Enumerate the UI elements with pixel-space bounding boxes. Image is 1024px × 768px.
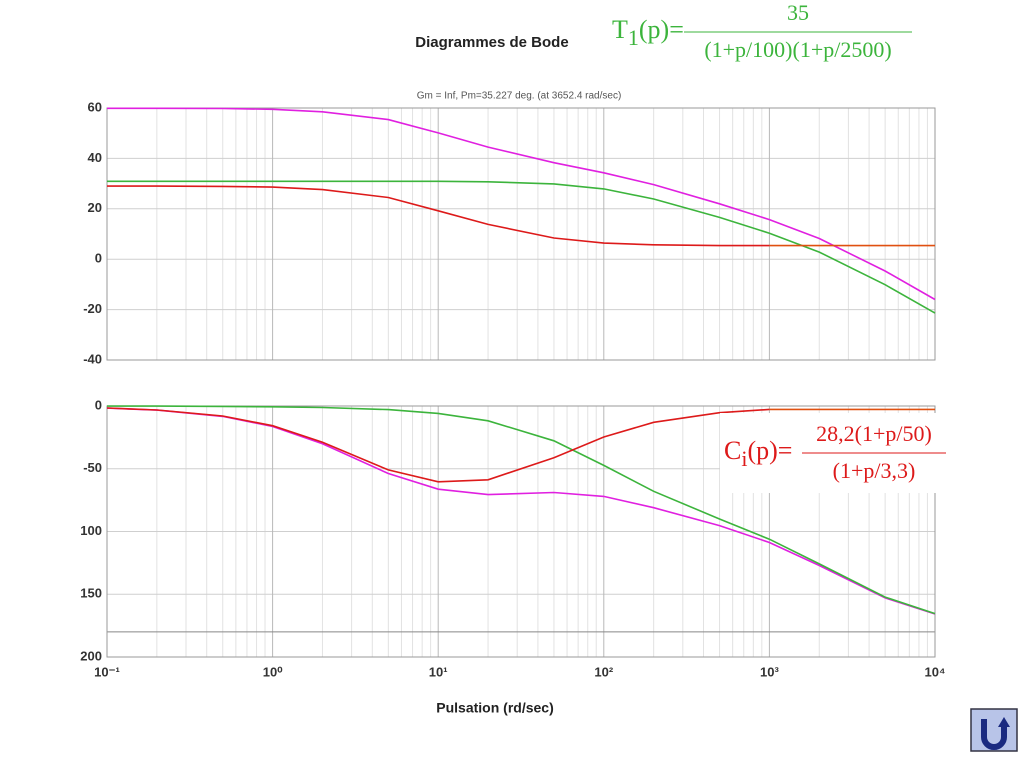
x-tick-label: 10² [594,664,613,679]
x-tick-label: 10⁰ [263,664,283,679]
formula-subscript: 1 [628,25,639,50]
formula-subscript: i [741,446,747,471]
y-tick-label: 0 [95,397,102,412]
formula-lhs: T1(p)= [612,15,684,50]
y-tick-label: 40 [88,150,102,165]
x-tick-label: 10³ [760,664,779,679]
plot-area [107,108,935,360]
x-tick-label: 10⁴ [925,664,946,679]
y-tick-label: 20 [88,200,102,215]
y-tick-label: 200 [80,648,102,663]
y-tick-label: 0 [95,251,102,266]
y-tick-label: 60 [88,99,102,114]
chart-title: Diagrammes de Bode [415,34,568,51]
home-button[interactable] [970,708,1018,752]
formula: Ci(p)= 28,2(1+p/50) (1+p/3,3) [720,413,950,493]
series-line [107,185,770,247]
x-tick-label: 10⁻¹ [94,664,120,679]
formula-argument: (p)= [639,15,684,44]
series-line [107,107,936,301]
plot-frame [106,107,936,361]
formula-symbol: C [724,436,741,465]
series-line [107,405,936,615]
y-tick-label: -20 [83,301,102,316]
y-tick-label: -40 [83,351,102,366]
chart-subtitle: Gm = Inf, Pm=35.227 deg. (at 3652.4 rad/… [417,91,622,102]
y-tick-label: 100 [80,523,102,538]
formula-denominator: (1+p/3,3) [833,458,916,483]
formula: T1(p)= 35 (1+p/100)(1+p/2500) [612,0,912,62]
formula-symbol: T [612,15,628,44]
plot-frame [106,405,936,658]
formula-numerator: 35 [787,0,809,25]
y-tick-label: 150 [80,586,102,601]
x-axis-label: Pulsation (rd/sec) [436,700,553,716]
x-tick-label: 10¹ [429,664,448,679]
formula-numerator: 28,2(1+p/50) [816,421,932,446]
formula-argument: (p)= [747,436,792,465]
series-line [107,180,936,314]
series-line [106,407,770,483]
return-icon [981,719,1007,750]
return-arrow [998,717,1010,727]
formula-denominator: (1+p/100)(1+p/2500) [704,37,891,62]
y-tick-label: -50 [83,460,102,475]
formula-lhs: Ci(p)= [724,436,792,471]
